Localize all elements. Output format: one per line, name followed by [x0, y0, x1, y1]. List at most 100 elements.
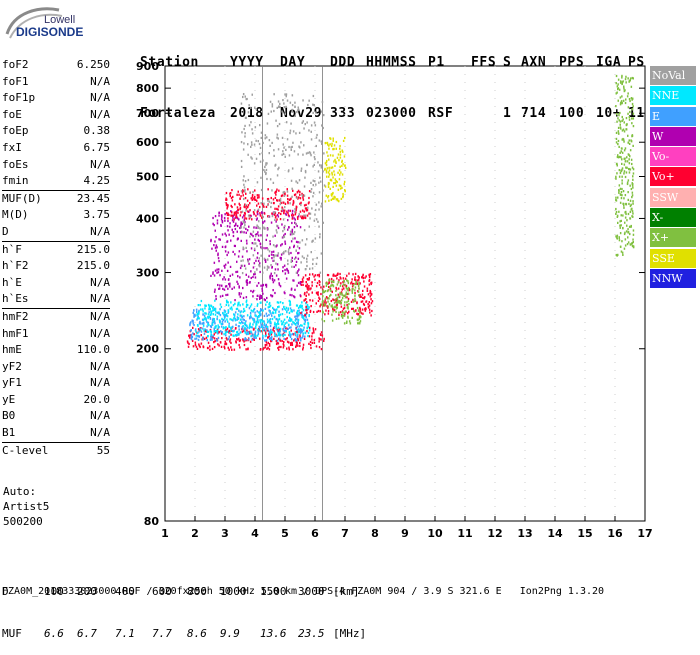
echo-point — [342, 150, 344, 153]
echo-point — [301, 307, 304, 310]
echo-point — [301, 121, 303, 124]
echo-point — [328, 175, 330, 178]
echo-point — [239, 276, 241, 279]
echo-point — [254, 332, 256, 335]
echo-point — [252, 328, 255, 331]
echo-point — [615, 212, 617, 215]
echo-point — [289, 304, 291, 307]
echo-point — [271, 105, 274, 108]
echo-point — [294, 339, 297, 342]
echo-point — [632, 172, 635, 175]
param-row: fmin 4.25 — [2, 173, 110, 190]
echo-point — [245, 281, 248, 284]
echo-point — [351, 278, 353, 281]
echo-point — [268, 301, 271, 305]
echo-point — [240, 223, 242, 226]
echo-point — [273, 330, 275, 333]
echo-point — [209, 308, 211, 311]
echo-point — [323, 320, 326, 323]
echo-point — [620, 156, 622, 159]
muf-cell: 9.9 — [220, 627, 240, 640]
echo-point — [631, 184, 634, 187]
echo-point — [278, 199, 281, 202]
echo-point — [339, 311, 342, 314]
echo-point — [190, 329, 192, 332]
echo-point — [342, 280, 344, 284]
echo-point — [332, 148, 334, 151]
echo-point — [288, 346, 290, 349]
echo-point — [265, 163, 267, 166]
echo-point — [263, 220, 266, 223]
echo-point — [312, 111, 314, 114]
echo-point — [344, 296, 347, 299]
echo-point — [627, 141, 629, 144]
echo-point — [278, 283, 281, 286]
echo-point — [312, 184, 314, 187]
echo-point — [357, 290, 360, 293]
echo-point — [263, 320, 265, 323]
echo-point — [229, 340, 231, 343]
echo-point — [253, 162, 256, 165]
echo-point — [246, 97, 248, 101]
echo-point — [203, 314, 206, 317]
echo-point — [318, 273, 320, 276]
echo-point — [225, 234, 227, 237]
echo-point — [309, 267, 311, 270]
echo-point — [343, 287, 345, 290]
echo-point — [298, 179, 301, 182]
echo-point — [236, 338, 238, 341]
echo-point — [221, 269, 223, 272]
echo-point — [243, 186, 246, 189]
echo-point — [234, 327, 237, 330]
echo-point — [630, 158, 633, 161]
echo-point — [291, 233, 293, 236]
echo-point — [225, 211, 228, 215]
echo-point — [301, 255, 304, 258]
echo-point — [291, 104, 294, 107]
muf-cell: 7.1 — [115, 627, 135, 640]
echo-point — [266, 343, 268, 346]
echo-point — [241, 231, 243, 234]
echo-point — [222, 287, 224, 290]
echo-point — [297, 270, 299, 273]
echo-point — [319, 164, 321, 167]
echo-point — [220, 345, 223, 348]
echo-point — [271, 265, 273, 269]
param-row: hmE 110.0 — [2, 342, 110, 359]
echo-point — [300, 201, 302, 204]
echo-point — [293, 333, 295, 336]
echo-point — [304, 214, 307, 217]
echo-point — [230, 196, 233, 199]
echo-point — [616, 164, 618, 167]
file-info-line: FZA0M_2018333023000.RSF / 320fx256h 50 k… — [2, 586, 605, 597]
echo-point — [371, 300, 374, 303]
echo-point — [347, 281, 350, 285]
echo-point — [346, 279, 348, 282]
echo-point — [226, 293, 229, 296]
echo-point — [225, 285, 228, 288]
echo-point — [298, 213, 300, 216]
echo-point — [342, 285, 344, 288]
echo-point — [280, 345, 282, 349]
echo-point — [621, 74, 623, 77]
echo-point — [284, 333, 286, 336]
param-row: MUF(D) 23.45 — [2, 191, 110, 208]
echo-point — [336, 297, 338, 300]
echo-point — [369, 311, 371, 314]
echo-point — [322, 299, 324, 303]
echo-point — [258, 327, 261, 330]
echo-point — [229, 274, 231, 277]
echo-point — [306, 291, 308, 294]
echo-point — [273, 93, 275, 96]
distance-cell: 400 — [115, 585, 135, 598]
echo-point — [244, 95, 246, 98]
echo-point — [223, 317, 226, 320]
echo-point — [200, 308, 202, 311]
echo-point — [628, 158, 630, 161]
echo-point — [295, 334, 297, 337]
echo-point — [326, 141, 329, 144]
echo-point — [273, 316, 276, 319]
echo-point — [286, 194, 289, 197]
echo-point — [187, 341, 189, 344]
echo-point — [327, 196, 329, 199]
